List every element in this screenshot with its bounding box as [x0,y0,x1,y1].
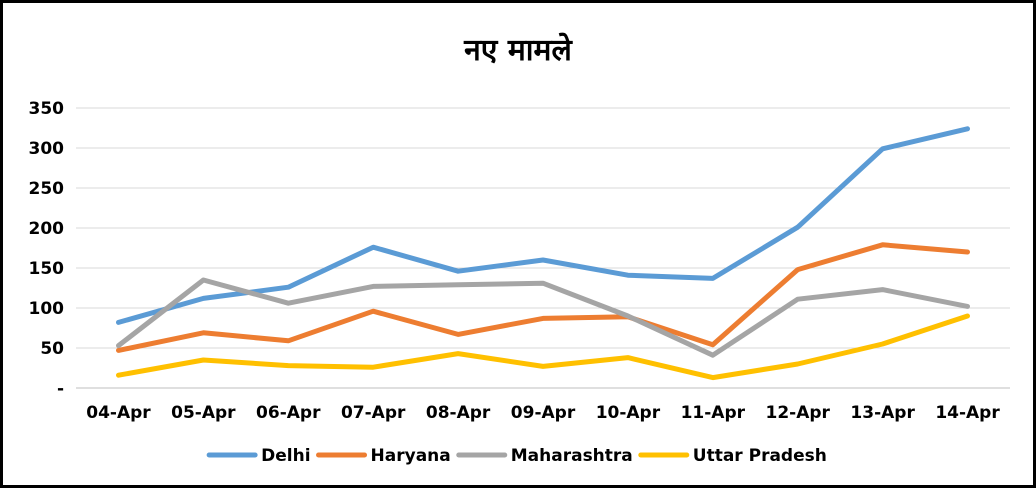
x-tick-label: 10-Apr [596,403,661,423]
x-tick-label: 09-Apr [511,403,576,423]
legend-item: Haryana [316,446,451,466]
series-line-delhi [116,126,970,325]
x-tick-label: 04-Apr [86,403,151,423]
y-tick-label: 200 [29,219,65,239]
series-line-haryana [116,242,970,353]
y-tick-label: 350 [29,99,65,119]
series-line-maharashtra [116,277,970,358]
y-tick-label: - [57,379,64,399]
legend-label: Uttar Pradesh [693,446,827,466]
y-tick-label: 250 [29,179,65,199]
legend: Delhi Haryana Maharashtra Uttar Pradesh [206,446,827,466]
y-tick-label: 100 [29,299,65,319]
x-tick-label: 12-Apr [766,403,831,423]
series-line-uttar-pradesh [116,313,970,381]
gridlines [76,107,1010,389]
x-tick-label: 08-Apr [426,403,491,423]
x-tick-label: 13-Apr [850,403,915,423]
legend-label: Maharashtra [511,446,633,466]
y-tick-label: 50 [40,339,64,359]
y-axis-ticks: - 50 100 150 200 250 300 350 [29,99,65,399]
x-tick-label: 11-Apr [681,403,746,423]
x-tick-label: 14-Apr [935,403,1000,423]
x-axis-ticks: 04-Apr 05-Apr 06-Apr 07-Apr 08-Apr 09-Apr 10-A… [86,403,1000,423]
legend-item: Delhi [206,446,311,466]
chart-title: नए मामले [464,33,572,68]
y-tick-label: 150 [29,259,65,279]
y-tick-label: 300 [29,139,65,159]
legend-item: Maharashtra [456,446,633,466]
series-lines [116,126,970,381]
legend-label: Delhi [261,446,310,466]
legend-item: Uttar Pradesh [638,446,827,466]
x-tick-label: 06-Apr [256,403,321,423]
legend-label: Haryana [371,446,451,466]
x-tick-label: 07-Apr [341,403,406,423]
x-tick-label: 05-Apr [171,403,236,423]
